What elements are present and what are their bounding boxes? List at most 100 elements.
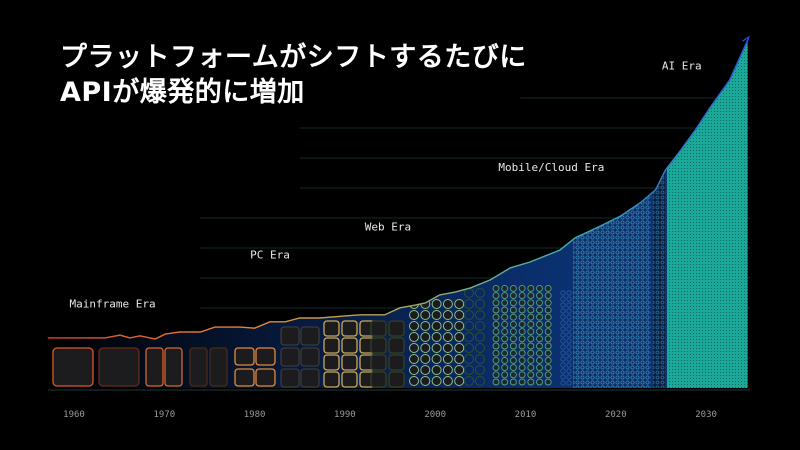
cloud-circle: [527, 320, 535, 328]
era-label: Web Era: [365, 221, 411, 234]
web-block: [323, 354, 340, 371]
mobile-circle: [442, 321, 453, 331]
cloud-circle-small: [566, 368, 572, 374]
early-era-blocks: [52, 320, 405, 388]
cloud-circle-small: [566, 302, 572, 308]
cloud-circle-small: [566, 350, 572, 356]
mobile-circle: [431, 376, 442, 386]
pc-block-dim: [300, 326, 320, 346]
cloud-dot-pattern: [573, 40, 651, 388]
cloud-circle: [509, 299, 517, 307]
cloud-circle: [527, 364, 535, 372]
cloud-circle-small: [560, 296, 566, 302]
cloud-circle: [544, 342, 552, 350]
cloud-circle: [509, 349, 517, 357]
cloud-circle: [518, 320, 526, 328]
web-block-dim: [388, 371, 405, 388]
cloud-circle: [501, 299, 509, 307]
cloud-circle: [536, 378, 543, 386]
mobile-circle: [409, 365, 419, 375]
x-tick-label: 1960: [63, 410, 85, 420]
mobile-circle: [409, 310, 419, 320]
pc-block-dim: [280, 347, 300, 367]
cloud-circle: [527, 292, 535, 300]
cloud-circle: [544, 349, 552, 357]
era-blocks: [409, 40, 748, 388]
mobile-circle: [454, 354, 465, 364]
cloud-circle: [544, 284, 552, 292]
cloud-circle: [527, 313, 535, 321]
cloud-circle: [544, 328, 552, 336]
mobile-circle: [442, 299, 453, 309]
mobile-circle: [420, 365, 431, 375]
cloud-circle: [527, 328, 535, 336]
cloud-dot-pattern-dark: [653, 40, 665, 388]
cloud-circle: [527, 299, 535, 307]
mobile-circle-dim: [464, 299, 474, 309]
mobile-circle-dim: [475, 321, 485, 331]
cloud-circle: [509, 378, 517, 386]
cloud-circle: [501, 320, 509, 328]
cloud-circle: [492, 356, 500, 364]
cloud-circle: [544, 378, 552, 386]
cloud-circle: [518, 335, 526, 343]
cloud-circle-small: [566, 344, 572, 350]
cloud-circle: [501, 335, 509, 343]
cloud-circle-small: [560, 350, 566, 356]
cloud-circle-small: [566, 356, 572, 362]
x-tick-labels: 1960 1970 1980 1990 2000 2010 2020 2030: [63, 410, 717, 420]
mobile-circle: [454, 310, 465, 320]
mobile-circle: [454, 343, 465, 353]
minicomputer-block: [189, 347, 208, 387]
mobile-circle: [431, 321, 442, 331]
mobile-circle-dim: [464, 321, 474, 331]
cloud-circle-small: [566, 338, 572, 344]
mobile-circle: [454, 299, 465, 309]
mobile-circle-dim: [464, 365, 474, 375]
mobile-circle: [431, 332, 442, 342]
mobile-circle-dim: [475, 288, 485, 298]
cloud-circle: [509, 364, 517, 372]
page-title: プラットフォームがシフトするたびに APIが爆発的に増加: [60, 40, 527, 110]
web-block: [341, 320, 358, 337]
cloud-circle: [509, 335, 517, 343]
mobile-circle: [442, 376, 453, 386]
cloud-circle: [501, 349, 509, 357]
cloud-circle: [501, 342, 509, 350]
cloud-circle: [536, 320, 543, 328]
cloud-circle-small: [566, 290, 572, 296]
cloud-circle: [518, 371, 526, 379]
cloud-circle: [518, 356, 526, 364]
pc-block: [255, 368, 276, 387]
mobile-circle: [442, 365, 453, 375]
cloud-circle: [536, 313, 543, 321]
cloud-circle: [527, 306, 535, 314]
web-block-dim: [370, 337, 387, 354]
web-block-dim: [370, 354, 387, 371]
cloud-circle-small: [560, 362, 566, 368]
cloud-circle: [501, 378, 509, 386]
web-block: [341, 371, 358, 388]
cloud-circle: [527, 284, 535, 292]
minicomputer-block: [209, 347, 228, 387]
cloud-circle: [501, 328, 509, 336]
x-tick-label: 2000: [424, 410, 446, 420]
cloud-circle-small: [560, 332, 566, 338]
cloud-circle-small: [560, 356, 566, 362]
cloud-circle: [492, 313, 500, 321]
x-tick-label: 2030: [695, 410, 717, 420]
cloud-circle: [527, 349, 535, 357]
cloud-circle: [518, 342, 526, 350]
cloud-circle-small: [560, 344, 566, 350]
cloud-circle: [492, 292, 500, 300]
web-block: [323, 320, 340, 337]
cloud-circle: [544, 356, 552, 364]
cloud-circle: [527, 378, 535, 386]
cloud-circle-small: [560, 374, 566, 380]
pc-block: [255, 347, 276, 366]
web-block: [323, 371, 340, 388]
cloud-circle: [501, 284, 509, 292]
cloud-circle: [492, 328, 500, 336]
cloud-circle: [518, 349, 526, 357]
